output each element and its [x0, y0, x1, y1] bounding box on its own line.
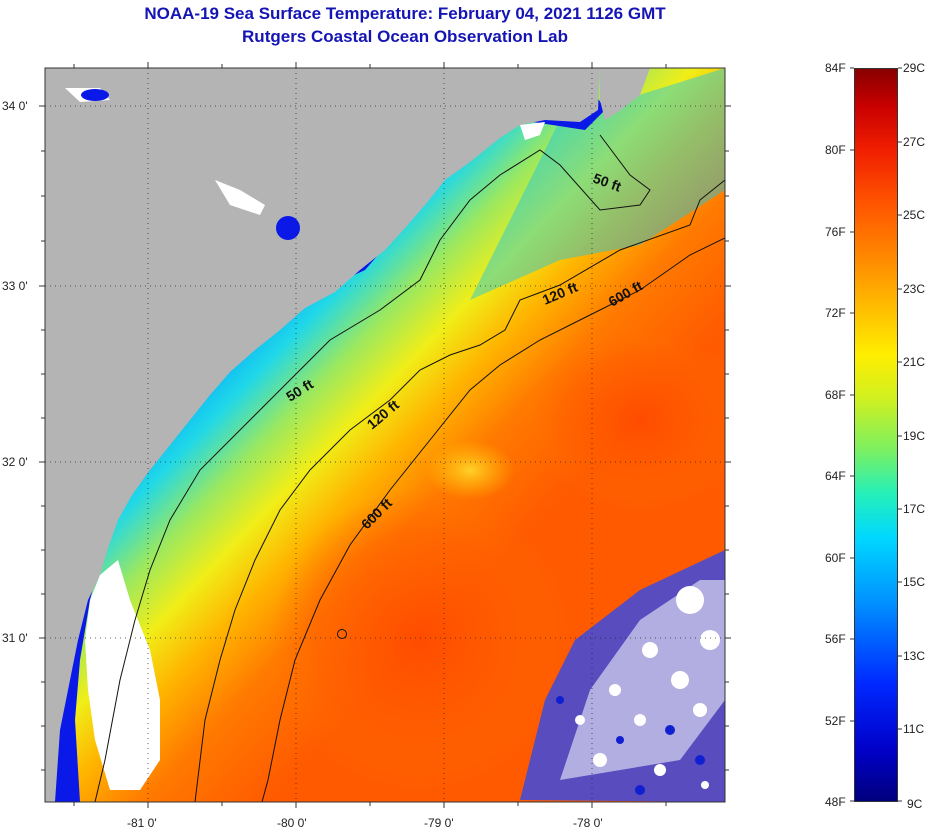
- cloud-over-land: [85, 560, 160, 790]
- lat-label-31: 31 0': [2, 631, 28, 645]
- temperature-colorbar: [854, 68, 898, 802]
- map-subtitle: Rutgers Coastal Ocean Observation Lab: [242, 27, 568, 46]
- inland-lake: [276, 216, 300, 240]
- lon-label-81: -81 0': [127, 816, 157, 830]
- cb-c-25: 25C: [903, 208, 926, 222]
- map-title: NOAA-19 Sea Surface Temperature: Februar…: [144, 4, 666, 23]
- cb-f-80: 80F: [825, 143, 846, 157]
- inland-lake-blue: [81, 89, 109, 101]
- shelf-water: [470, 68, 725, 300]
- contour-120ft: [194, 179, 725, 802]
- cb-f-72: 72F: [825, 306, 846, 320]
- contour-50ft: [94, 134, 651, 802]
- contour-600ft: [261, 237, 725, 802]
- cb-c-19: 19C: [903, 429, 926, 443]
- cb-c-11: 11C: [903, 722, 925, 736]
- cb-f-52: 52F: [825, 714, 846, 728]
- cb-c-29: 29C: [903, 61, 926, 75]
- lon-label-80: -80 0': [277, 816, 307, 830]
- cb-c-27: 27C: [903, 135, 926, 149]
- gulf-stream-east: [530, 330, 725, 510]
- map-frame: [44, 67, 726, 803]
- cb-f-56: 56F: [825, 632, 846, 646]
- lon-label-78: -78 0': [573, 816, 603, 830]
- axis-ticks: [39, 62, 731, 808]
- cb-f-64: 64F: [825, 469, 846, 483]
- cb-f-68: 68F: [825, 388, 846, 402]
- cb-f-48: 48F: [825, 795, 846, 809]
- cb-c-17: 17C: [903, 502, 926, 516]
- cloud-cover: [520, 550, 725, 802]
- warm-eddy: [425, 440, 515, 500]
- cb-c-15: 15C: [903, 575, 926, 589]
- inland-lake-white: [215, 180, 265, 215]
- lon-label-79: -79 0': [424, 816, 454, 830]
- cb-c-23: 23C: [903, 282, 926, 296]
- graticule: [45, 68, 725, 802]
- cb-c-9: 9C: [907, 797, 923, 811]
- cb-f-84: 84F: [825, 61, 846, 75]
- lat-label-32: 32 0': [2, 455, 28, 469]
- cb-f-76: 76F: [825, 225, 846, 239]
- cb-c-13: 13C: [903, 649, 926, 663]
- lat-label-34: 34 0': [2, 99, 28, 113]
- contour-ring: [337, 629, 347, 639]
- lat-label-33: 33 0': [2, 279, 28, 293]
- gulf-stream-core: [270, 490, 570, 790]
- outer-banks: [600, 68, 650, 120]
- cb-c-21: 21C: [903, 355, 926, 369]
- land-mass: [45, 68, 600, 802]
- cb-f-60: 60F: [825, 551, 846, 565]
- cape-white: [520, 122, 545, 140]
